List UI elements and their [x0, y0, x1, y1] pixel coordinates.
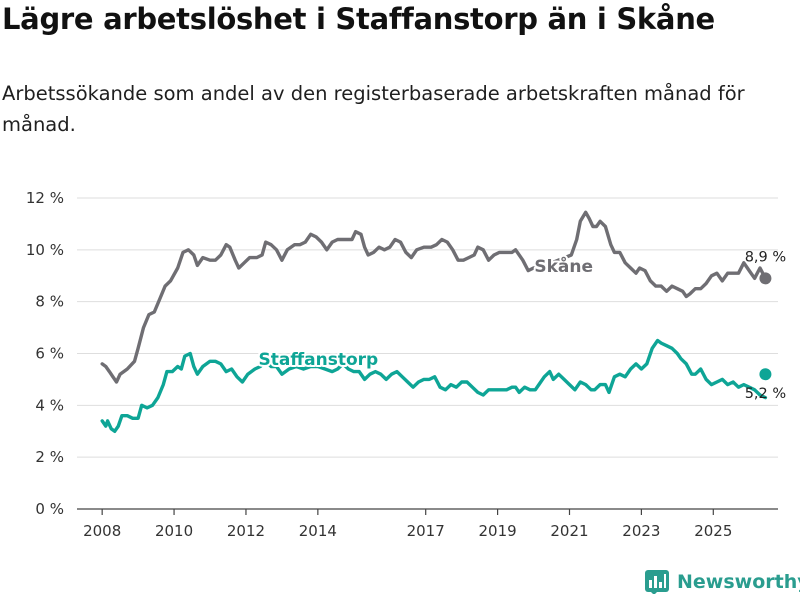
end-point-skane	[759, 272, 772, 285]
grid-lines	[77, 197, 778, 458]
brand-logo: Newsworthy	[645, 570, 800, 594]
chart-subtitle: Arbetssökande som andel av den registerb…	[2, 82, 745, 136]
y-tick-label: 10 %	[26, 241, 64, 259]
y-tick-label: 12 %	[26, 189, 64, 207]
series-name-staffanstorp: Staffanstorp	[259, 350, 379, 370]
x-tick-label: 2017	[407, 522, 445, 540]
series-labels: Skåne Staffanstorp 8,9 % 5,2 %	[257, 249, 787, 402]
y-tick-label: 6 %	[35, 345, 64, 363]
x-tick-label: 2023	[622, 522, 660, 540]
x-tick-label: 2021	[550, 522, 588, 540]
y-tick-label: 8 %	[35, 293, 64, 311]
y-axis-ticks: 0 % 2 % 4 % 6 % 8 % 10 % 12 %	[26, 189, 64, 518]
x-axis: 2008 2010 2012 2014 2017 2019 2021 2023 2025	[77, 508, 778, 540]
x-tick-label: 2025	[694, 522, 732, 540]
series-lines	[100, 210, 772, 433]
brand-name: Newsworthy	[677, 571, 800, 593]
x-tick-label: 2014	[299, 522, 337, 540]
x-tick-label: 2012	[227, 522, 265, 540]
series-line-staffanstorp	[100, 338, 768, 433]
x-tick-label: 2008	[83, 522, 121, 540]
series-name-skane: Skåne	[534, 255, 593, 277]
end-point-staffanstorp	[759, 368, 772, 381]
bar-chart-logo-icon	[645, 570, 669, 594]
x-tick-label: 2010	[155, 522, 193, 540]
series-line-skane	[100, 210, 768, 384]
y-tick-label: 0 %	[35, 500, 64, 518]
y-tick-label: 4 %	[35, 396, 64, 414]
chart-title: Lägre arbetslöshet i Staffanstorp än i S…	[2, 2, 715, 36]
y-tick-label: 2 %	[35, 448, 64, 466]
x-tick-label: 2019	[479, 522, 517, 540]
end-value-label: 8,9 %	[745, 249, 786, 265]
end-value-label: 5,2 %	[745, 386, 786, 402]
